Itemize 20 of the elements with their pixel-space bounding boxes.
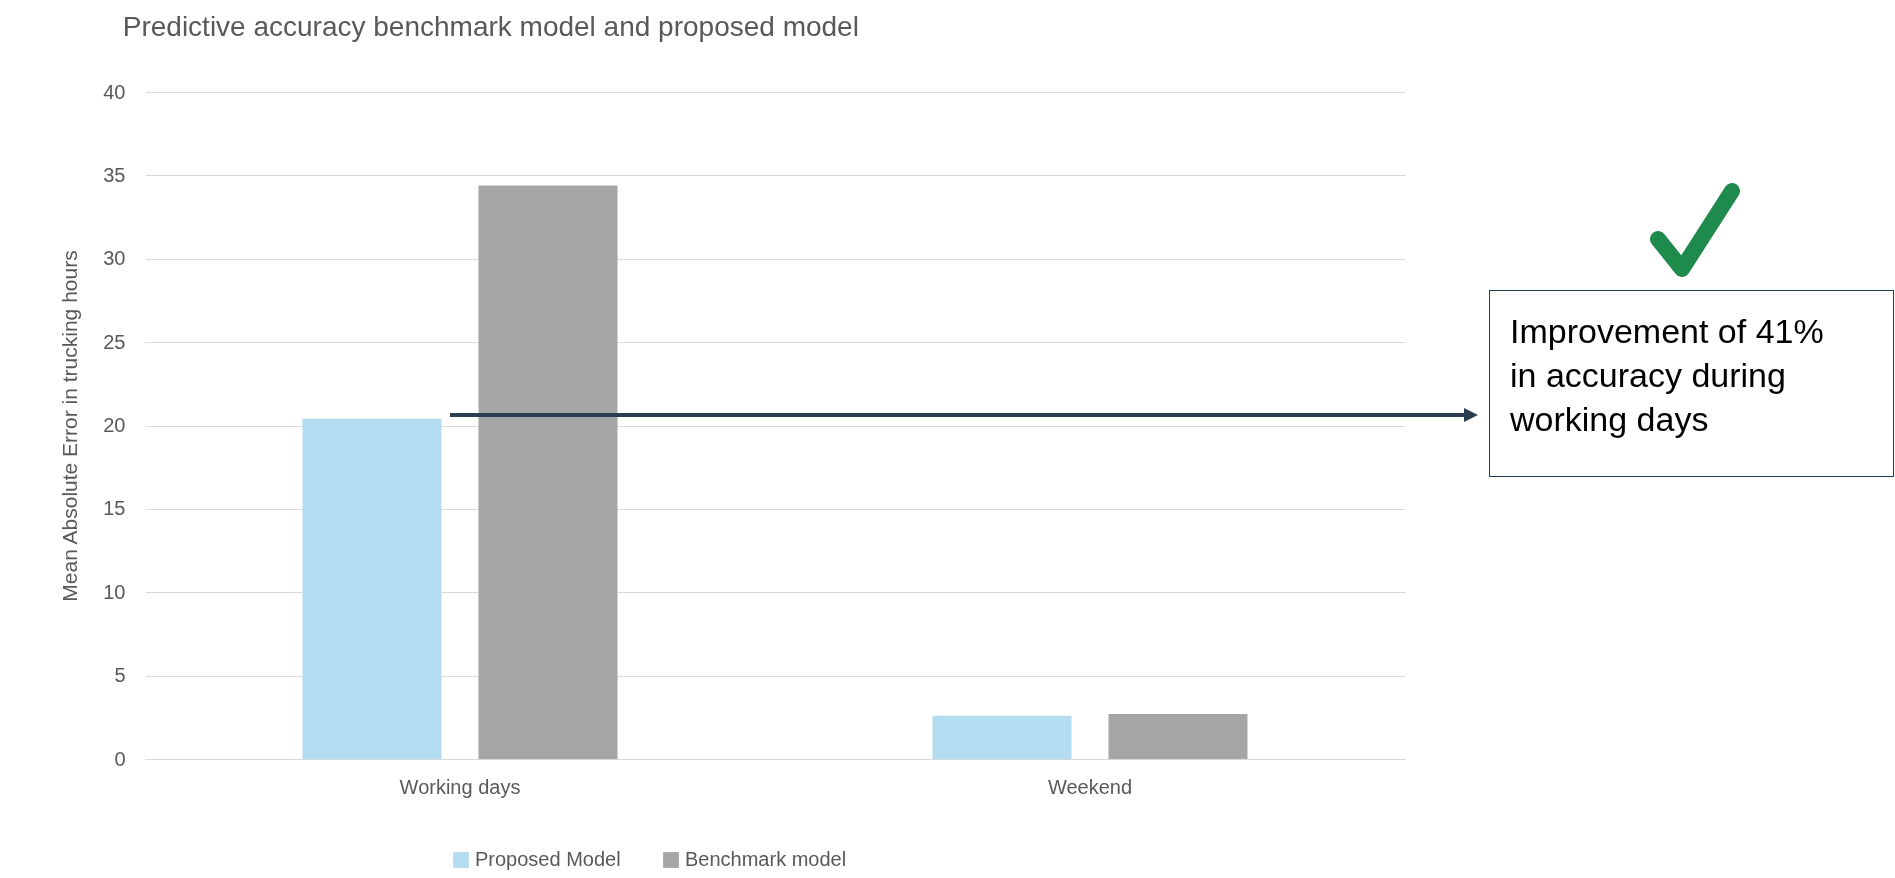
y-axis-title: Mean Absolute Error in trucking hours (58, 250, 82, 602)
y-tick-label: 25 (103, 330, 126, 353)
legend-label: Proposed Model (475, 848, 621, 870)
legend-label: Benchmark model (685, 848, 847, 870)
y-tick-label: 35 (103, 163, 126, 186)
y-tick-label: 40 (103, 80, 126, 103)
text: Improvement of 41% in accuracy during working days (1489, 290, 1894, 477)
y-tick-label: 5 (114, 664, 126, 687)
y-tick-label: 10 (103, 580, 126, 603)
bar (932, 715, 1072, 759)
y-tick-label: 0 (114, 747, 126, 770)
y-tick-label: 30 (103, 247, 126, 270)
bar (1108, 713, 1248, 759)
y-tick-label: 15 (103, 497, 126, 520)
bar (302, 418, 442, 759)
x-tick-label: Weekend (1047, 775, 1133, 798)
x-tick-label: Working days (399, 775, 521, 798)
chart-title: Predictive accuracy benchmark model and proposed model (122, 11, 859, 42)
y-tick-label: 20 (103, 414, 126, 436)
bar (478, 185, 618, 759)
